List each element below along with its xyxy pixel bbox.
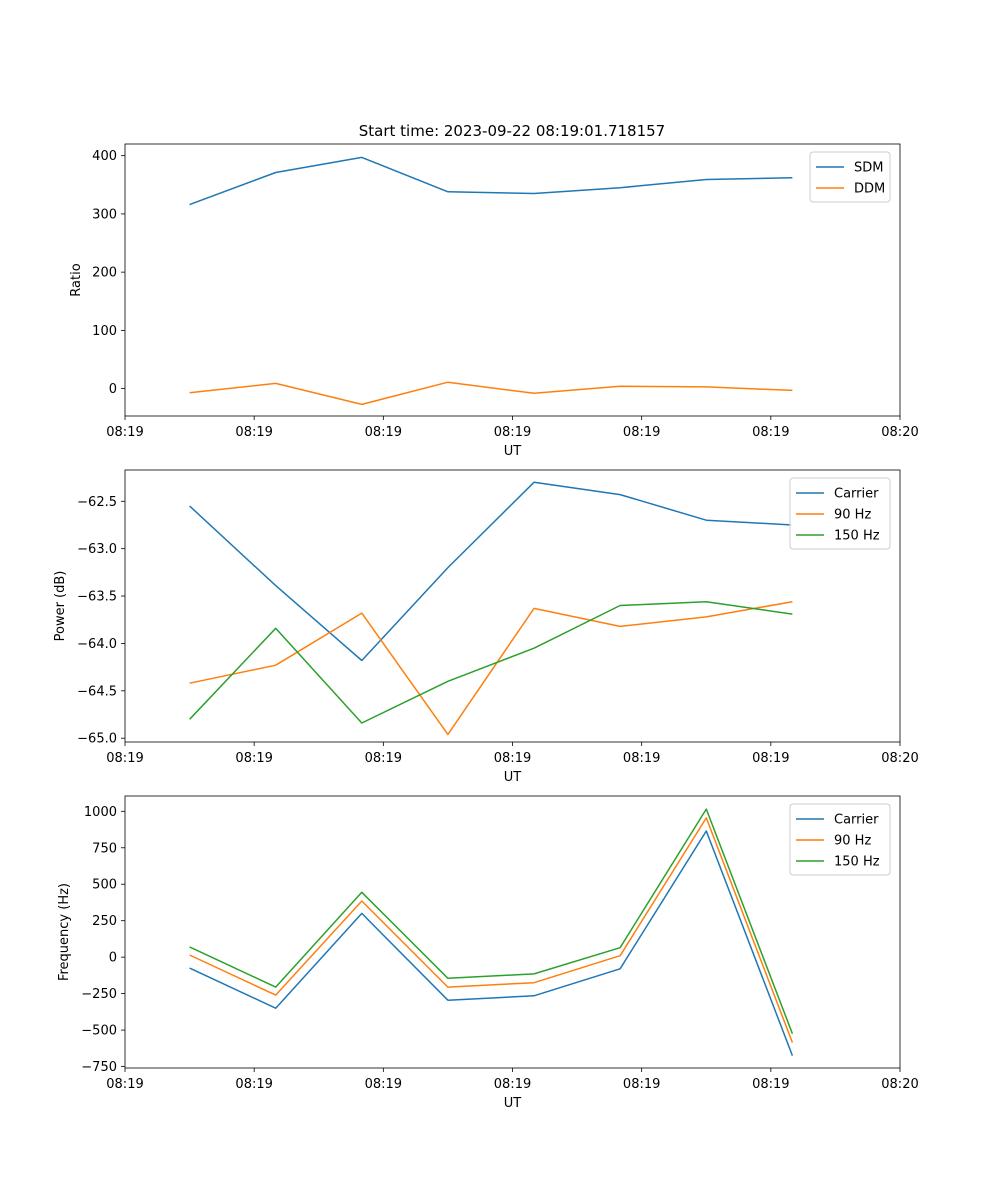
legend: Carrier 90 Hz 150 Hz: [789, 477, 891, 550]
x-tick-label: 08:19: [106, 751, 143, 766]
y-axis-label: Power (dB): [53, 571, 68, 642]
x-tick-label: 08:19: [752, 1077, 789, 1092]
y-tick-label: 300: [92, 207, 117, 222]
y-tick-label: −250: [81, 987, 117, 1002]
y-tick-label: −62.5: [77, 495, 117, 510]
x-tick-label: 08:19: [106, 425, 143, 440]
y-tick-label: −500: [81, 1024, 117, 1039]
x-tick-label: 08:19: [365, 425, 402, 440]
legend-label: 90 Hz: [834, 508, 871, 523]
series-line-150-hz: [189, 808, 794, 1034]
x-tick-label: 08:19: [235, 1077, 272, 1092]
legend-label: SDM: [854, 161, 883, 176]
x-tick-label: 08:19: [494, 751, 531, 766]
legend-box: [789, 803, 891, 876]
x-tick-label: 08:19: [106, 1077, 143, 1092]
x-tick-label: 08:19: [494, 425, 531, 440]
y-axis-label: Frequency (Hz): [57, 883, 72, 981]
x-tick-label: 08:20: [881, 425, 918, 440]
x-tick-label: 08:19: [365, 1077, 402, 1092]
plots: 08:19 08:19 08:19 08:19 08:19 08:19 08:20 0 100 2…: [53, 143, 919, 1111]
series-line-90-hz: [189, 817, 794, 1043]
series-line-90-hz: [189, 600, 793, 736]
x-axis-label: UT: [504, 1096, 522, 1111]
x-tick-label: 08:19: [235, 751, 272, 766]
x-tick-label: 08:19: [365, 751, 402, 766]
x-axis-label: UT: [504, 444, 522, 459]
x-axis-label: UT: [504, 770, 522, 785]
y-tick-label: 200: [92, 266, 117, 281]
x-tick-label: 08:19: [623, 1077, 660, 1092]
x-tick-label: 08:19: [752, 751, 789, 766]
y-tick-label: 1000: [84, 805, 117, 820]
y-tick-label: −64.0: [77, 637, 117, 652]
legend: SDM DDM: [809, 151, 891, 203]
legend-box: [789, 477, 891, 550]
legend-label: 150 Hz: [834, 529, 880, 544]
legend-label: Carrier: [834, 487, 879, 502]
y-tick-label: −64.5: [77, 684, 117, 699]
chart-panel-1: 08:19 08:19 08:19 08:19 08:19 08:19 08:20 0 100 2…: [69, 143, 919, 459]
y-tick-label: 750: [92, 841, 117, 856]
series-line-carrier: [189, 830, 794, 1056]
y-tick-label: −63.0: [77, 542, 117, 557]
series-line-sdm: [189, 156, 793, 206]
chart-panel-3: 08:19 08:19 08:19 08:19 08:19 08:19 08:20 −750 −…: [57, 795, 919, 1111]
series-line-ddm: [189, 381, 793, 406]
y-tick-label: 250: [92, 914, 117, 929]
y-tick-label: 0: [109, 382, 117, 397]
y-tick-label: 100: [92, 324, 117, 339]
legend-label: DDM: [854, 182, 885, 197]
x-tick-label: 08:20: [881, 1077, 918, 1092]
legend-label: 90 Hz: [834, 834, 871, 849]
series-line-150-hz: [189, 600, 793, 724]
x-tick-label: 08:19: [623, 751, 660, 766]
x-tick-label: 08:19: [235, 425, 272, 440]
x-tick-label: 08:19: [494, 1077, 531, 1092]
series-line-carrier: [189, 481, 793, 662]
legend-label: Carrier: [834, 813, 879, 828]
x-tick-label: 08:19: [623, 425, 660, 440]
y-tick-label: −750: [81, 1060, 117, 1075]
y-tick-label: 0: [109, 951, 117, 966]
x-tick-label: 08:20: [881, 751, 918, 766]
y-axis-label: Ratio: [69, 263, 84, 296]
legend: Carrier 90 Hz 150 Hz: [789, 803, 891, 876]
chart-panel-2: 08:19 08:19 08:19 08:19 08:19 08:19 08:20 −65.0…: [53, 469, 919, 785]
y-tick-label: −65.0: [77, 732, 117, 747]
y-tick-label: 500: [92, 878, 117, 893]
legend-box: [809, 151, 891, 203]
figure-title: Start time: 2023-09-22 08:19:01.718157: [359, 122, 665, 140]
y-tick-label: −63.5: [77, 590, 117, 605]
y-tick-label: 400: [92, 149, 117, 164]
x-tick-label: 08:19: [752, 425, 789, 440]
legend-label: 150 Hz: [834, 855, 880, 870]
